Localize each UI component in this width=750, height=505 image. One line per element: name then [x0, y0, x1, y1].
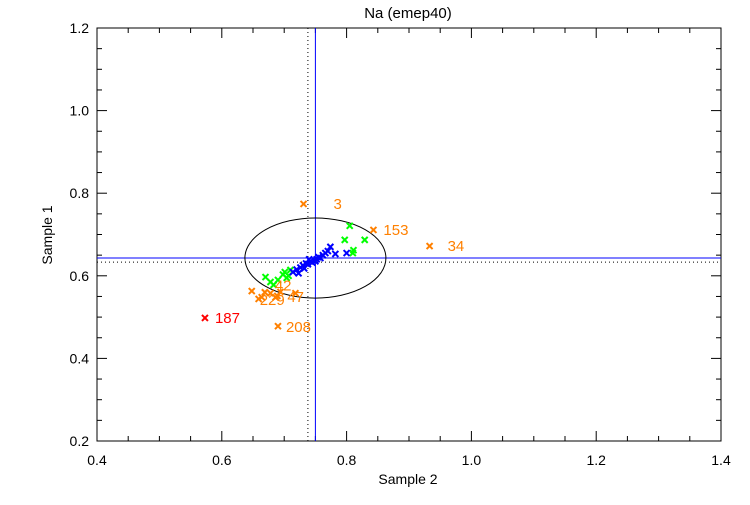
plot-frame	[96, 27, 722, 442]
point-label: 208	[286, 319, 311, 336]
data-point-orange	[254, 295, 263, 303]
point-label: 229	[260, 292, 285, 309]
point-label: 47	[287, 289, 304, 306]
y-tick-label: 0.8	[70, 185, 90, 201]
data-point-orange	[248, 287, 256, 295]
point-label: 34	[448, 238, 465, 255]
y-axis-label: Sample 1	[39, 205, 55, 264]
y-tick-label: 0.2	[70, 433, 90, 449]
data-point-blue	[292, 265, 301, 274]
point-label: 42	[275, 277, 292, 294]
data-point-blue	[311, 257, 320, 266]
data-point-green	[341, 236, 349, 244]
y-tick-label: 1.0	[70, 103, 90, 119]
point-label: 187	[215, 310, 240, 327]
data-point-green	[282, 274, 291, 282]
data-point-blue	[294, 269, 303, 278]
data-point-green	[274, 276, 282, 284]
point-label: 3	[334, 196, 342, 213]
data-point-orange	[291, 289, 300, 297]
labeled-point-marker	[201, 314, 209, 322]
x-tick-label: 0.6	[212, 452, 232, 468]
point-label: 153	[383, 222, 408, 239]
x-tick-label: 0.8	[337, 452, 357, 468]
data-point-green	[266, 278, 275, 286]
y-tick-label: 0.6	[70, 268, 90, 284]
x-tick-label: 1.4	[711, 452, 731, 468]
labeled-point-marker	[369, 226, 378, 234]
y-tick-label: 1.2	[70, 20, 90, 36]
data-point-blue	[342, 249, 351, 257]
data-point-blue	[300, 264, 308, 273]
x-tick-label: 1.2	[586, 452, 606, 468]
data-point-orange	[276, 288, 285, 296]
data-point-blue	[324, 247, 332, 255]
chart-title: Na (emep40)	[364, 5, 452, 22]
data-point-orange	[271, 293, 280, 301]
labeled-point-marker	[425, 242, 434, 250]
x-axis-label: Sample 2	[378, 471, 437, 487]
x-tick-label: 1.0	[462, 452, 482, 468]
data-point-blue	[326, 243, 335, 251]
data-point-green	[349, 246, 358, 254]
data-point-orange	[261, 288, 269, 296]
data-point-blue	[331, 250, 340, 258]
data-point-green	[360, 236, 369, 244]
data-point-blue	[305, 255, 313, 263]
confidence-ellipse	[244, 217, 387, 299]
labeled-point-marker	[274, 322, 282, 330]
y-tick-label: 0.4	[70, 350, 90, 366]
x-tick-label: 0.4	[87, 452, 107, 468]
data-point-green	[346, 222, 354, 230]
labeled-point-marker	[299, 200, 308, 208]
